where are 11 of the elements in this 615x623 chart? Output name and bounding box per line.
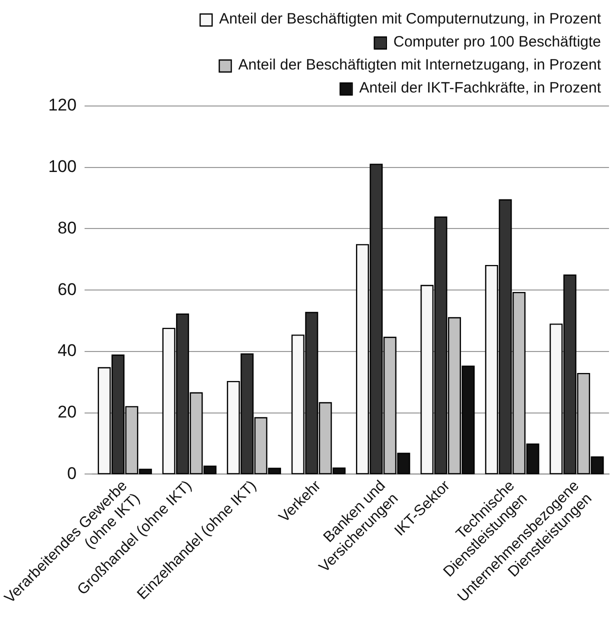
y-tick-label: 120	[48, 96, 77, 115]
y-tick-label: 80	[58, 218, 77, 238]
legend-label: Anteil der Beschäftigten mit Internetzugang, in Prozent	[238, 56, 602, 74]
legend-label: Anteil der IKT-Fachkräfte, in Prozent	[359, 80, 602, 97]
legend-label: Anteil der Beschäftigten mit Computernutzung, in Prozent	[219, 10, 602, 28]
y-tick-label: 60	[58, 280, 77, 299]
y-tick-label: 40	[58, 341, 77, 360]
y-tick-label: 0	[67, 464, 77, 483]
legend-label: Computer pro 100 Beschäftigte	[393, 34, 602, 51]
y-tick-label: 20	[58, 402, 77, 422]
y-tick-label: 100	[48, 157, 77, 176]
